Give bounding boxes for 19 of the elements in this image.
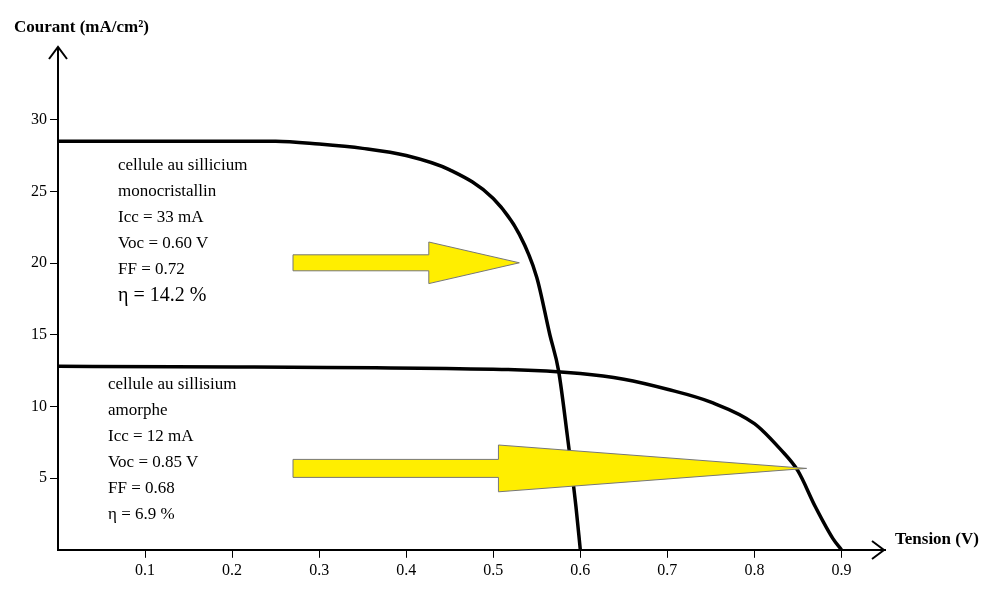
y-tick-label: 5 xyxy=(39,468,47,486)
x-tick-label: 0.4 xyxy=(396,560,417,578)
x-tick-label: 0.8 xyxy=(744,560,765,578)
x-axis-title: Tension (V) xyxy=(895,529,979,549)
y-tick-label: 15 xyxy=(31,324,47,342)
y-tick-label: 30 xyxy=(31,109,47,127)
x-tick-label: 0.6 xyxy=(570,560,591,578)
x-tick-label: 0.9 xyxy=(831,560,852,578)
y-tick-label: 10 xyxy=(31,396,47,414)
x-tick-label: 0.7 xyxy=(657,560,678,578)
y-axis-title: Courant (mA/cm²) xyxy=(14,17,149,37)
y-tick-label: 25 xyxy=(31,181,47,199)
x-tick-label: 0.2 xyxy=(222,560,243,578)
x-tick-label: 0.3 xyxy=(309,560,330,578)
y-tick-label: 20 xyxy=(31,253,47,271)
annotation: cellule au sillicium monocristallin Icc = 33 mA Voc = 0.60 V FF = 0.72 η = 14.2 % xyxy=(118,155,248,306)
x-tick-label: 0.5 xyxy=(483,560,504,578)
annotation: cellule au sillisium amorphe Icc = 12 mA Voc = 0.85 V FF = 0.68 η = 6.9 % xyxy=(108,374,237,524)
x-tick-label: 0.1 xyxy=(135,560,156,578)
